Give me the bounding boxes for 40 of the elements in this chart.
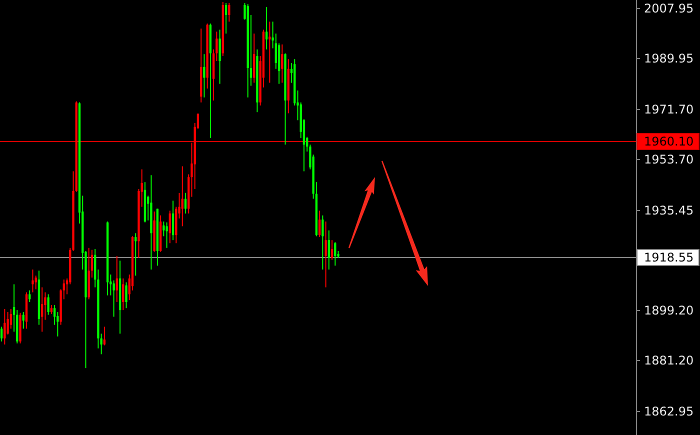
candlestick <box>166 222 168 248</box>
candlestick <box>203 54 206 98</box>
y-tick-label: 1899.20 <box>644 304 694 318</box>
candlestick <box>4 308 6 345</box>
candlestick <box>116 255 118 303</box>
candlestick <box>184 192 187 214</box>
y-tick-label: 1862.95 <box>644 404 694 418</box>
ref-line-label: 1960.10 <box>644 134 694 148</box>
candlestick <box>47 294 50 316</box>
y-tick-label: 1989.95 <box>644 52 694 66</box>
candlestick <box>281 44 284 84</box>
y-tick-label: 1971.70 <box>644 102 694 116</box>
candlestick <box>322 214 324 270</box>
y-tick-label: 2007.95 <box>644 2 694 16</box>
candlestick <box>0 326 3 342</box>
candlestick <box>172 200 174 241</box>
candlestick <box>103 326 106 346</box>
candlestick <box>168 210 172 244</box>
candlestick <box>28 290 31 303</box>
candlestick <box>318 210 321 238</box>
candlestick <box>252 33 256 84</box>
candlestick <box>218 29 221 84</box>
y-tick-label: 1953.70 <box>644 152 694 166</box>
candlestick <box>224 2 228 34</box>
ref-line-label: 1918.55 <box>644 250 694 264</box>
candlestick <box>228 2 230 22</box>
candlestick <box>268 21 271 84</box>
candlestick <box>330 240 334 260</box>
candlestick <box>40 286 44 332</box>
candlestick <box>181 166 184 227</box>
candlestick <box>328 230 330 270</box>
candlestick <box>125 282 128 309</box>
candlestick <box>324 221 327 288</box>
y-tick-label: 1881.20 <box>644 354 694 368</box>
candlestick <box>334 242 336 266</box>
candlestick <box>34 275 37 290</box>
candlestick <box>265 6 268 50</box>
candlestick <box>32 269 34 293</box>
candlestick <box>122 278 124 311</box>
y-tick-label: 1935.45 <box>644 204 694 218</box>
